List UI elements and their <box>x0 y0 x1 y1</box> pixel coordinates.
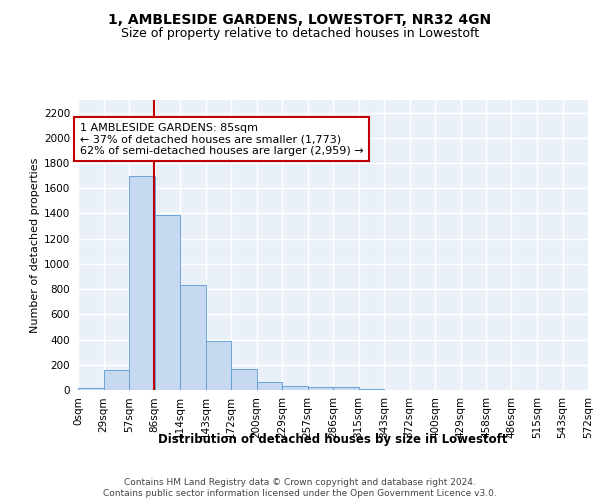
Text: 1, AMBLESIDE GARDENS, LOWESTOFT, NR32 4GN: 1, AMBLESIDE GARDENS, LOWESTOFT, NR32 4G… <box>109 12 491 26</box>
Bar <box>231 369 257 390</box>
Bar <box>180 284 205 390</box>
Bar <box>257 382 282 390</box>
Bar <box>308 387 333 390</box>
Bar <box>205 342 231 390</box>
Bar <box>155 214 180 390</box>
Bar <box>282 386 308 390</box>
Text: Distribution of detached houses by size in Lowestoft: Distribution of detached houses by size … <box>158 432 508 446</box>
Text: Contains HM Land Registry data © Crown copyright and database right 2024.
Contai: Contains HM Land Registry data © Crown c… <box>103 478 497 498</box>
Text: 1 AMBLESIDE GARDENS: 85sqm
← 37% of detached houses are smaller (1,773)
62% of s: 1 AMBLESIDE GARDENS: 85sqm ← 37% of deta… <box>80 122 364 156</box>
Bar <box>78 388 104 390</box>
Y-axis label: Number of detached properties: Number of detached properties <box>30 158 40 332</box>
Bar <box>333 387 359 390</box>
Bar <box>129 176 155 390</box>
Text: Size of property relative to detached houses in Lowestoft: Size of property relative to detached ho… <box>121 28 479 40</box>
Bar <box>104 370 129 390</box>
Bar <box>359 388 384 390</box>
